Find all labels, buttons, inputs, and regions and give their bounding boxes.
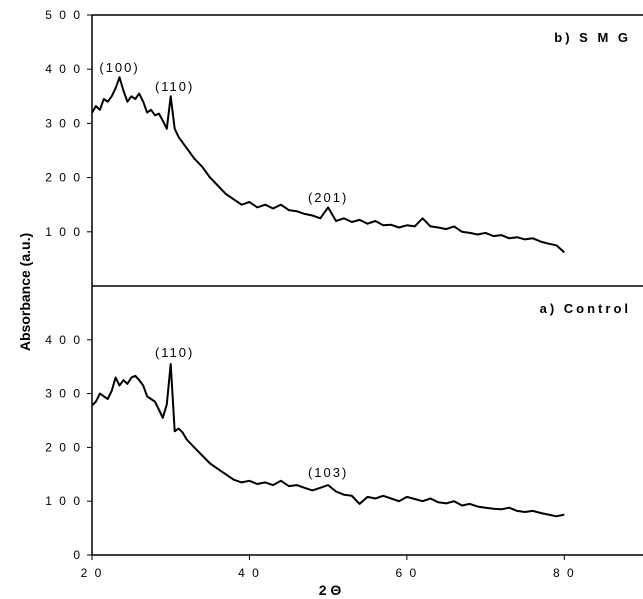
peak-annotation: (201) bbox=[308, 190, 348, 205]
panel-smg: 1 0 0 2 0 0 3 0 0 4 0 0 5 0 0 b) S M G (100) (1… bbox=[45, 8, 631, 254]
y-tick-label: 0 bbox=[73, 548, 82, 562]
y-axis-label: Absorbance (a.u.) bbox=[17, 233, 33, 351]
x-axis-ticks: 2 0 4 0 6 0 8 0 bbox=[81, 555, 576, 580]
panel-label-control: a) Control bbox=[540, 301, 631, 316]
y-tick-label: 4 0 0 bbox=[45, 333, 82, 347]
x-tick-label: 4 0 bbox=[238, 566, 261, 580]
peak-annotation: (100) bbox=[99, 60, 139, 75]
x-tick-label: 8 0 bbox=[553, 566, 576, 580]
y-tick-label: 2 0 0 bbox=[45, 171, 82, 185]
y-tick-label: 3 0 0 bbox=[45, 116, 82, 130]
peak-annotation: (103) bbox=[308, 465, 348, 480]
panel-control: 0 1 0 0 2 0 0 3 0 0 4 0 0 a) Control (110) (103… bbox=[45, 301, 631, 562]
peak-annotation: (110) bbox=[155, 79, 194, 94]
peak-annotation: (110) bbox=[155, 345, 194, 360]
series-line-smg bbox=[91, 76, 565, 254]
series-line-control bbox=[91, 363, 565, 518]
panel-label-smg: b) S M G bbox=[554, 30, 631, 45]
y-tick-label: 4 0 0 bbox=[45, 62, 82, 76]
y-tick-label: 1 0 0 bbox=[45, 494, 82, 508]
y-tick-label: 5 0 0 bbox=[45, 8, 82, 22]
y-tick-label: 2 0 0 bbox=[45, 440, 82, 454]
x-axis-label: 2 Θ bbox=[319, 582, 342, 598]
x-tick-label: 6 0 bbox=[396, 566, 419, 580]
x-tick-label: 2 0 bbox=[81, 566, 104, 580]
y-tick-label: 1 0 0 bbox=[45, 225, 82, 239]
plot-frame bbox=[91, 14, 643, 556]
y-tick-label: 3 0 0 bbox=[45, 387, 82, 401]
